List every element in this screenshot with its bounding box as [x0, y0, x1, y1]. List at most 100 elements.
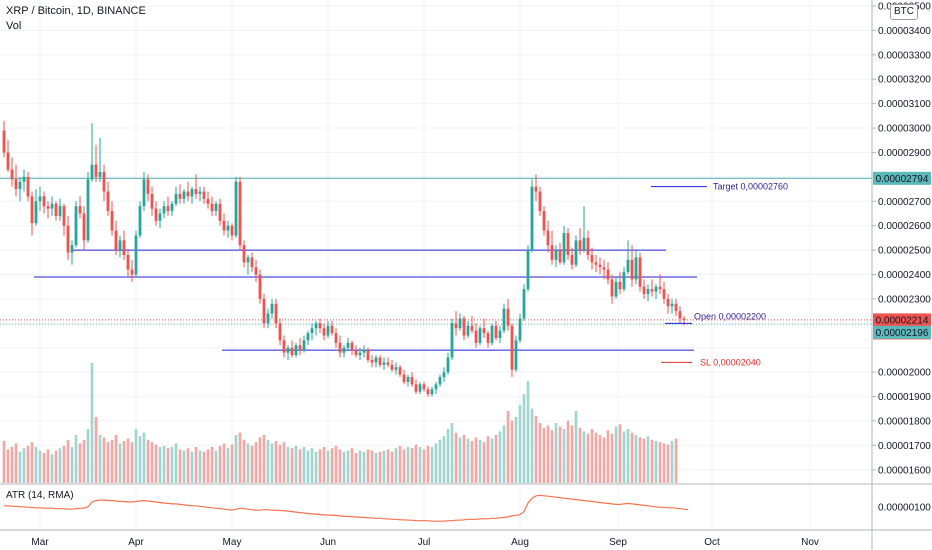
volume-bar [366, 449, 370, 483]
candle-body [78, 206, 82, 214]
volume-bar [214, 450, 218, 483]
candle-body [490, 325, 494, 343]
volume-bar [558, 426, 562, 483]
volume-bar [66, 439, 70, 483]
volume-bars [2, 363, 678, 483]
time-tick-label: May [223, 537, 242, 548]
volume-bar [270, 443, 274, 483]
candle-body [390, 364, 394, 370]
volume-bar [370, 450, 374, 483]
candle-body [290, 347, 294, 356]
candle-body [166, 206, 170, 212]
volume-bar [570, 425, 574, 483]
volume-bar [674, 438, 678, 483]
candle-body [494, 325, 498, 338]
candle-body [38, 196, 42, 202]
volume-bar [422, 449, 426, 483]
candle-body [570, 254, 574, 265]
candle-body [462, 318, 466, 336]
candle-body [630, 259, 634, 280]
volume-bar [662, 443, 666, 483]
volume-bar [146, 439, 150, 483]
candle-body [650, 289, 654, 292]
price-tick-label: 0.00002700 [878, 197, 931, 208]
candle-body [598, 264, 602, 268]
volume-bar [218, 445, 222, 483]
candle-body [122, 240, 126, 255]
volume-bar [522, 394, 526, 483]
candle-body [50, 203, 54, 209]
volume-bar [462, 435, 466, 483]
candle-body [530, 186, 534, 251]
volume-bar [478, 439, 482, 483]
candle-body [194, 189, 198, 194]
volume-bar [30, 442, 34, 483]
volume-bar [474, 437, 478, 483]
currency-badge[interactable]: BTC [890, 4, 918, 20]
volume-label: Vol [6, 20, 22, 32]
volume-bar [534, 415, 538, 483]
candle-body [118, 240, 122, 251]
candle-body [354, 350, 358, 356]
volume-bar [338, 449, 342, 483]
volume-bar [210, 447, 214, 483]
volume-bar [26, 445, 30, 483]
volume-bar [282, 442, 286, 483]
volume-bar [410, 448, 414, 483]
candle-body [222, 220, 226, 231]
volume-bar [2, 441, 6, 483]
candle-body [318, 323, 322, 329]
volume-bar [262, 435, 266, 483]
candle-body [230, 225, 234, 236]
candle-body [106, 191, 110, 212]
volume-bar [430, 447, 434, 483]
volume-bar [626, 429, 630, 483]
volume-bar [298, 449, 302, 483]
volume-bar [326, 450, 330, 483]
candle-body [2, 130, 6, 153]
candle-body [446, 357, 450, 373]
candle-body [626, 259, 630, 273]
volume-bar [642, 438, 646, 483]
price-tick-label: 0.00001700 [878, 441, 931, 452]
candle-body [550, 245, 554, 260]
volume-bar [234, 435, 238, 483]
volume-bar [390, 451, 394, 483]
volume-bar [650, 439, 654, 483]
volume-bar [86, 429, 90, 483]
volume-bar [102, 437, 106, 483]
candle-body [574, 240, 578, 265]
volume-bar [126, 438, 130, 483]
candle-body [162, 206, 166, 214]
candle-body [198, 191, 202, 194]
candle-body [470, 325, 474, 331]
volume-bar [114, 435, 118, 483]
volume-bar [178, 449, 182, 483]
candle-body [294, 345, 298, 356]
candle-body [342, 347, 346, 353]
volume-bar [518, 405, 522, 483]
candle-body [10, 169, 14, 180]
volume-bar [482, 442, 486, 483]
volume-bar [350, 448, 354, 483]
candle-body [18, 181, 22, 190]
volume-bar [286, 447, 290, 483]
candle-body [586, 237, 590, 255]
candle-body [558, 250, 562, 263]
volume-bar [426, 445, 430, 483]
candle-body [486, 333, 490, 343]
candle-body [22, 176, 26, 182]
volume-bar [94, 417, 98, 483]
volume-bar [198, 450, 202, 483]
atr-pane: ATR (14, RMA) [0, 483, 932, 531]
candle-body [270, 303, 274, 314]
volume-bar [550, 430, 554, 483]
volume-bar [58, 448, 62, 483]
candle-body [438, 377, 442, 385]
volume-bar [582, 431, 586, 483]
volume-bar [590, 429, 594, 483]
candle-body [466, 325, 470, 336]
volume-bar [346, 450, 350, 483]
candle-body [454, 323, 458, 329]
